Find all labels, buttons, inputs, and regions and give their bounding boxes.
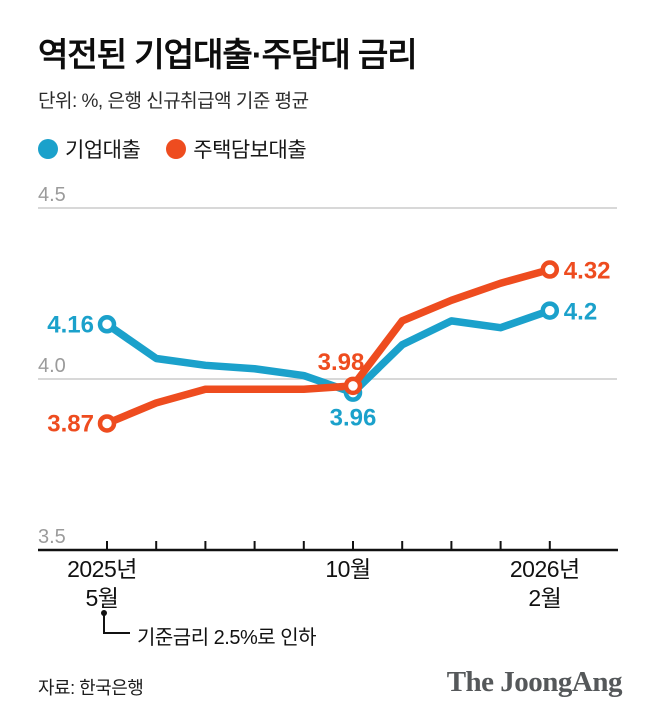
x-axis-label: 2월 [528, 585, 561, 611]
point-value-label: 3.96 [330, 405, 377, 432]
annotation-pointer-line [103, 613, 130, 634]
point-value-label: 4.2 [564, 299, 597, 326]
x-axis-label: 2026년 [510, 556, 580, 582]
corporate-loan-dot-icon [38, 139, 58, 159]
data-point-marker [343, 376, 363, 396]
y-axis-label: 3.5 [38, 526, 66, 548]
y-axis-label: 4.0 [38, 355, 66, 377]
point-value-label: 3.87 [47, 410, 94, 437]
chart-unit-note: 단위: %, 은행 신규취급액 기준 평균 [38, 91, 309, 112]
data-point-marker [97, 315, 117, 334]
data-point-marker [97, 414, 117, 433]
x-axis-label: 2025년 [67, 556, 137, 582]
data-point-marker [540, 301, 560, 320]
legend-label: 주택담보대출 [193, 139, 307, 162]
x-axis-label: 5월 [86, 585, 119, 611]
legend-item-corporate-loan: 기업대출 [38, 134, 141, 164]
y-axis-label: 4.5 [38, 184, 66, 206]
legend-item-mortgage-loan: 주택담보대출 [166, 134, 307, 164]
publisher-logo: The JoongAng [446, 666, 623, 698]
point-value-label: 4.16 [47, 311, 94, 338]
mortgage-loan-dot-icon [166, 139, 187, 159]
base-rate-annotation: 기준금리 2.5%로 인하 [137, 627, 317, 649]
point-value-label: 3.98 [318, 349, 365, 376]
legend-label: 기업대출 [65, 139, 141, 162]
chart-title: 역전된 기업대출·주담대 금리 [38, 36, 418, 73]
data-point-marker [540, 260, 560, 279]
data-source: 자료: 한국은행 [38, 678, 144, 698]
legend: 기업대출 주택담보대출 [38, 134, 307, 164]
point-value-label: 4.32 [564, 258, 611, 285]
series-line [103, 265, 554, 428]
x-axis-label: 10월 [325, 556, 370, 582]
